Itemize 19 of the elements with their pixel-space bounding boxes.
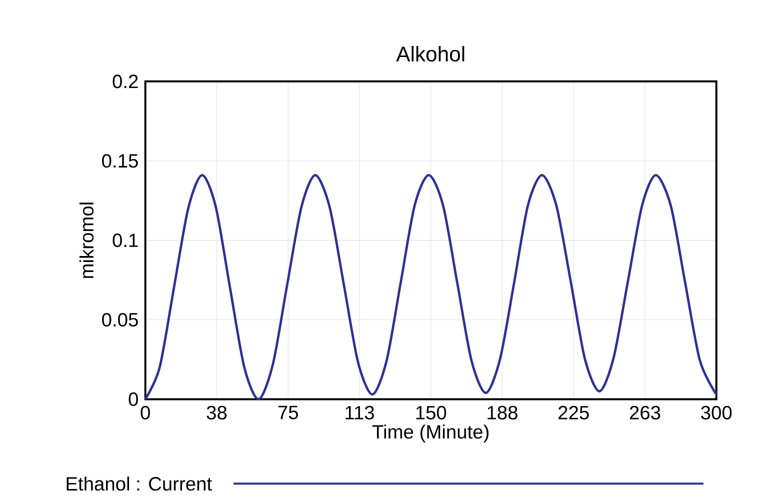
x-tick-label: 113 [346,406,374,420]
y-tick-label: 0.15 [102,154,138,168]
x-tick-label: 75 [278,406,298,420]
y-tick-label: 0.05 [102,312,138,326]
x-tick-label: 188 [488,406,518,420]
x-tick-label: 150 [416,406,446,420]
x-tick-label: 300 [701,406,732,420]
x-tick-label: 38 [206,406,227,420]
line-series [144,174,718,400]
text: Ethanol : Current [66,476,212,490]
x-axis-title: Time (Minute) [372,424,488,442]
y-tick-label: 0.1 [112,233,138,247]
x-tick-label: 263 [630,406,660,420]
x-tick-label: 225 [558,406,589,420]
y-tick-label: 0.2 [112,74,138,88]
y-tick-label: 0 [128,392,138,406]
chart-title: Alkohol [396,46,464,62]
x-tick-label: 0 [140,406,150,420]
y-axis-title: mikromol [79,202,94,278]
